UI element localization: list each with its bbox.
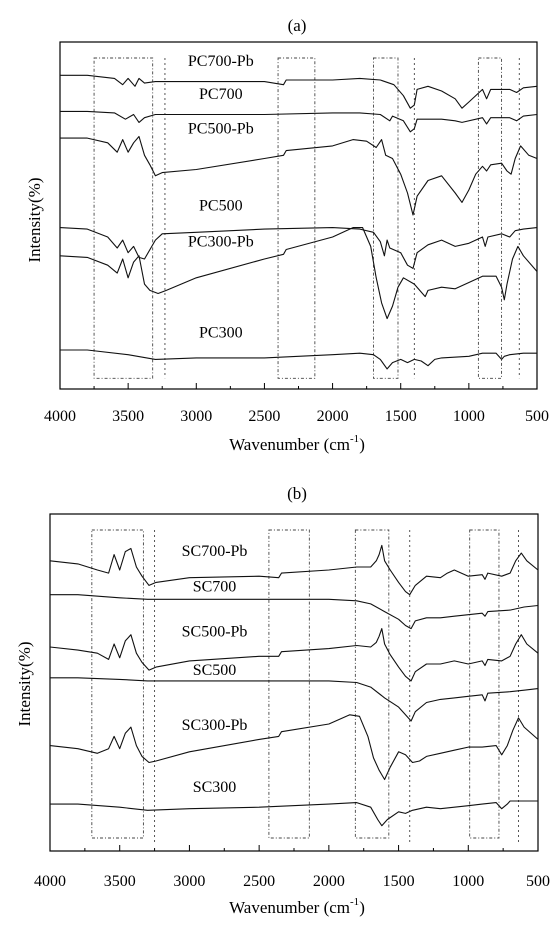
- series-label-pc700: PC700: [199, 86, 243, 103]
- x-tick-label: 500: [526, 873, 550, 890]
- panel-b-frame: [49, 513, 539, 852]
- panel-b: (b) 4000 3500 3000 2500 2000 1500 1000 500 SC70…: [15, 484, 550, 917]
- region-box: [277, 57, 316, 379]
- region-box: [469, 529, 500, 839]
- region-box: [354, 529, 390, 839]
- x-tick-label: 1500: [385, 408, 417, 425]
- series-label-pc300: PC300: [199, 324, 243, 341]
- region-box: [91, 529, 144, 839]
- trace-pc500: [59, 227, 538, 269]
- trace-sc300: [50, 800, 538, 827]
- series-label-sc700: SC700: [193, 579, 237, 596]
- series-label-sc700-pb: SC700-Pb: [182, 543, 248, 560]
- x-tick-label: 3000: [173, 873, 205, 890]
- panel-b-reference-lines: [154, 530, 519, 845]
- trace-sc500: [50, 677, 539, 722]
- series-label-sc500: SC500: [193, 662, 237, 679]
- panel-a-series-labels: PC700-Pb PC700 PC500-Pb PC500 PC300-Pb PC300: [188, 53, 254, 342]
- x-tick-label: 2500: [248, 408, 280, 425]
- region-box: [373, 57, 399, 379]
- trace-pc300-pb: [59, 227, 538, 320]
- panel-b-title: (b): [287, 484, 307, 503]
- series-label-sc300: SC300: [193, 779, 237, 796]
- x-tick-label: 2000: [317, 408, 349, 425]
- trace-pc500-pb: [60, 135, 538, 216]
- panel-a-y-axis-label: Intensity(%): [25, 178, 44, 263]
- panel-b-y-axis-label: Intensity(%): [15, 642, 34, 727]
- panel-a-traces: [59, 74, 538, 370]
- x-tick-label: 1000: [452, 873, 484, 890]
- x-tick-label: 2500: [243, 873, 275, 890]
- panel-a-title: (a): [288, 16, 307, 35]
- trace-pc700-pb: [60, 74, 538, 109]
- x-tick-label: 2000: [313, 873, 345, 890]
- x-tick-label: 3500: [112, 408, 144, 425]
- x-tick-label: 4000: [44, 408, 76, 425]
- series-label-pc500: PC500: [199, 197, 243, 214]
- trace-sc700-pb: [49, 544, 539, 596]
- trace-pc300: [60, 349, 537, 370]
- region-box: [93, 57, 154, 379]
- panel-a-ticks: 4000 3500 3000 2500 2000 1500 1000 500: [44, 383, 549, 425]
- x-tick-label: 1500: [383, 873, 415, 890]
- series-label-pc700-pb: PC700-Pb: [188, 53, 254, 70]
- trace-sc700: [50, 594, 539, 630]
- x-tick-label: 3500: [104, 873, 136, 890]
- series-label-sc300-pb: SC300-Pb: [182, 717, 248, 734]
- series-label-sc500-pb: SC500-Pb: [182, 623, 248, 640]
- panel-b-x-axis-label: Wavenumber (cm-1): [229, 896, 365, 917]
- series-label-pc500-pb: PC500-Pb: [188, 120, 254, 137]
- panel-a-frame: [59, 41, 538, 390]
- x-tick-label: 500: [525, 408, 549, 425]
- panel-a-region-boxes: [93, 57, 503, 379]
- x-tick-label: 1000: [453, 408, 485, 425]
- region-box: [268, 529, 310, 839]
- panel-b-region-boxes: [91, 529, 500, 839]
- trace-sc500-pb: [49, 628, 539, 682]
- panel-b-series-labels: SC700-Pb SC700 SC500-Pb SC500 SC300-Pb SC300: [182, 543, 248, 796]
- region-box: [477, 57, 503, 379]
- series-label-pc300-pb: PC300-Pb: [188, 233, 254, 250]
- trace-sc300-pb: [49, 714, 539, 781]
- panel-a-x-axis-label: Wavenumber (cm-1): [229, 433, 365, 454]
- x-tick-label: 4000: [34, 873, 66, 890]
- x-tick-label: 3000: [180, 408, 212, 425]
- panel-b-traces: [49, 544, 539, 827]
- trace-pc700: [60, 110, 538, 133]
- panel-a-reference-lines: [164, 58, 520, 379]
- panel-b-ticks: 4000 3500 3000 2500 2000 1500 1000 500: [34, 845, 550, 890]
- panel-a: (a) 4000 3500 3000 2500 2000 1500 1000 500 PC70…: [25, 16, 549, 454]
